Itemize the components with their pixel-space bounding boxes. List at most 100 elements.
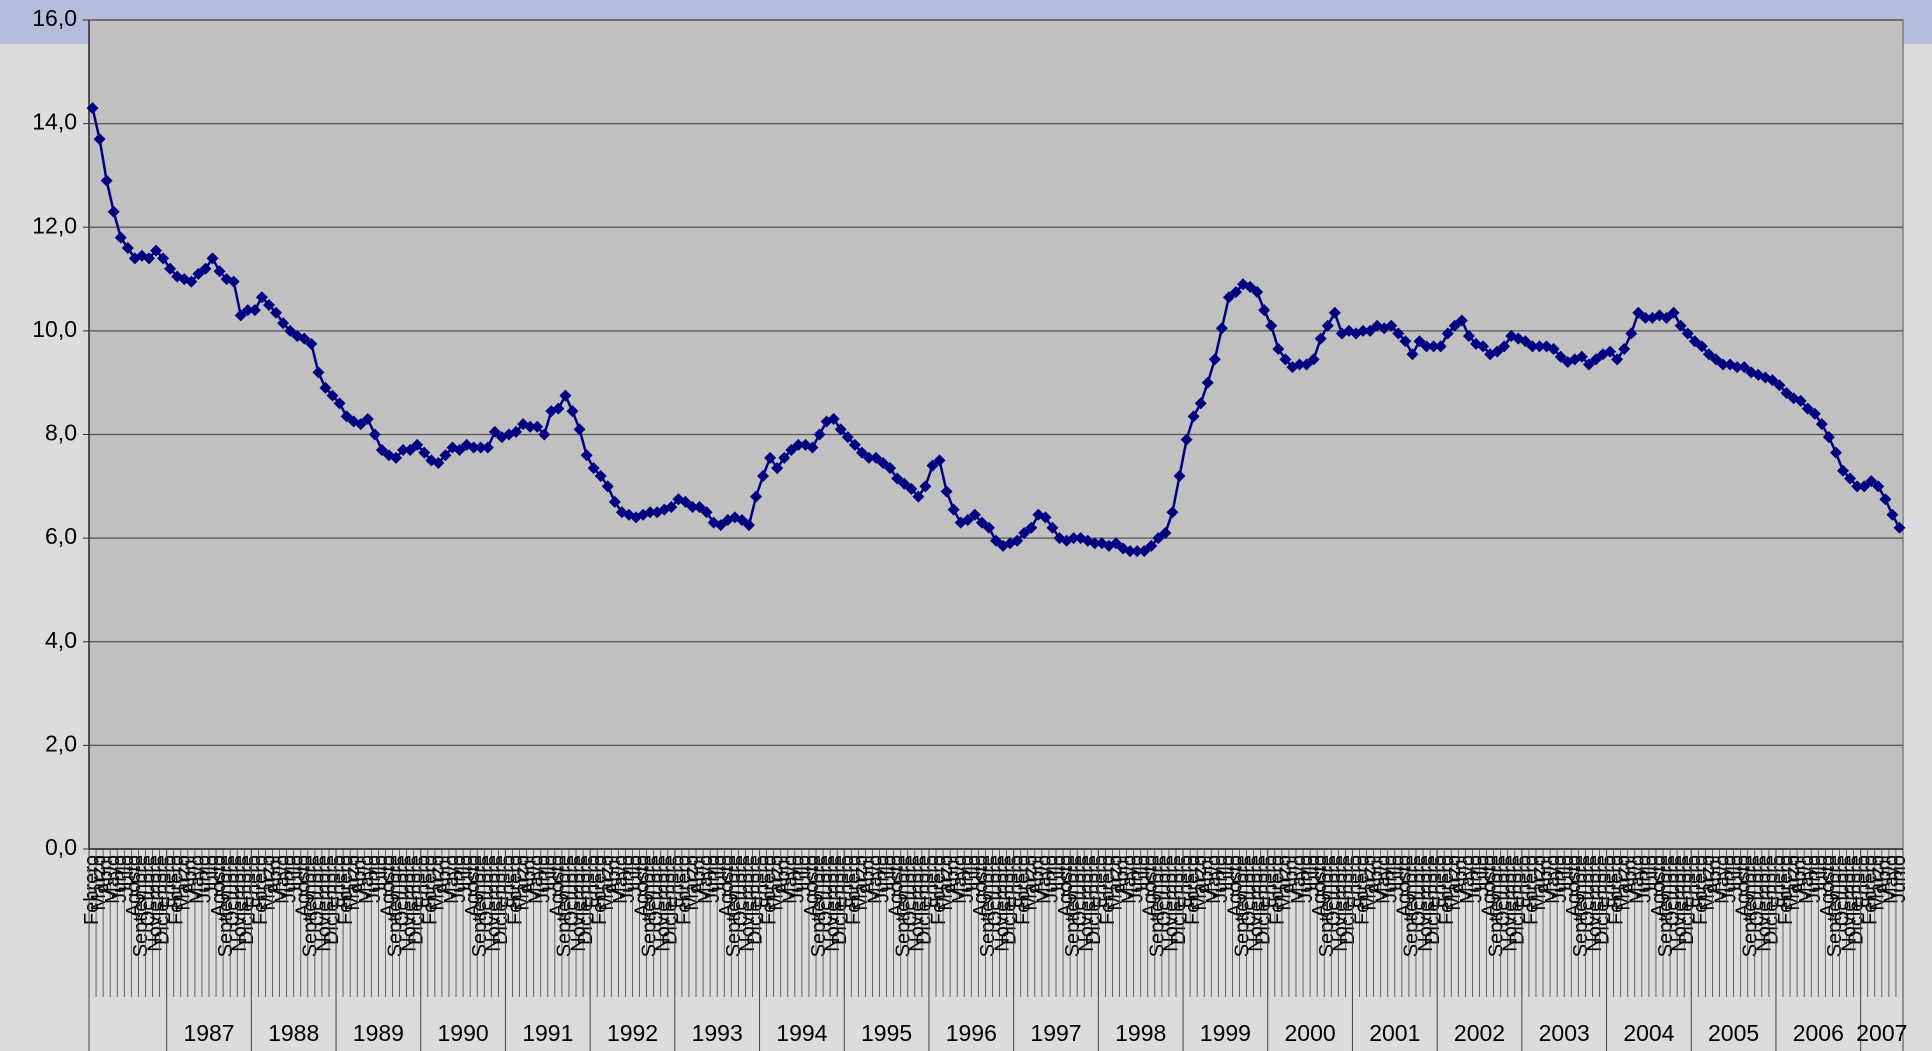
x-tick-label: Marzo bbox=[88, 855, 110, 911]
marker bbox=[1272, 343, 1285, 356]
x-tick-label: Diciembre bbox=[1083, 855, 1105, 945]
x-tick-label: Marzo bbox=[1443, 855, 1465, 911]
marker bbox=[933, 454, 946, 467]
marker bbox=[947, 503, 960, 516]
y-tick-label: 10,0 bbox=[32, 316, 77, 342]
x-tick-label: Septiembre bbox=[1401, 855, 1423, 957]
marker bbox=[686, 501, 699, 514]
x-tick-label: Mayo bbox=[1711, 855, 1733, 904]
marker bbox=[1582, 358, 1595, 371]
x-tick-label: Julio bbox=[1133, 855, 1155, 896]
year-label: 1999 bbox=[1200, 1020, 1251, 1046]
x-tick-label: Junio bbox=[533, 855, 555, 903]
marker bbox=[644, 506, 657, 519]
marker bbox=[1851, 480, 1864, 493]
x-tick-label: Febrero bbox=[81, 855, 103, 925]
x-tick-label: Agosto bbox=[1478, 855, 1500, 917]
x-tick-label: Julio bbox=[1725, 855, 1747, 896]
x-tick-label: Agosto bbox=[1563, 855, 1585, 917]
marker bbox=[877, 456, 890, 469]
x-tick-label: Junio bbox=[1549, 855, 1571, 903]
marker bbox=[1865, 475, 1878, 488]
x-tick-label: Febrero bbox=[166, 855, 188, 925]
marker bbox=[474, 441, 487, 454]
x-tick-label: Febrero bbox=[758, 855, 780, 925]
x-tick-label: Junio bbox=[1803, 855, 1825, 903]
marker bbox=[1046, 521, 1059, 534]
marker bbox=[107, 205, 120, 218]
marker bbox=[1131, 545, 1144, 558]
x-tick-label: Marzo bbox=[765, 855, 787, 911]
x-tick-label: Diciembre bbox=[914, 855, 936, 945]
marker bbox=[1173, 469, 1186, 482]
marker bbox=[764, 451, 777, 464]
x-tick-label: Junio bbox=[871, 855, 893, 903]
x-tick-label: Octubre bbox=[137, 855, 159, 926]
x-tick-label: Marzo bbox=[427, 855, 449, 911]
x-tick-label: Febrero bbox=[1605, 855, 1627, 925]
marker bbox=[1229, 286, 1242, 299]
marker bbox=[248, 304, 261, 317]
x-tick-label: Octubre bbox=[1408, 855, 1430, 926]
x-tick-label: Octubre bbox=[730, 855, 752, 926]
marker bbox=[1434, 340, 1447, 353]
year-label: 2007 bbox=[1856, 1020, 1907, 1046]
marker bbox=[502, 428, 515, 441]
x-tick-label: Diciembre bbox=[405, 855, 427, 945]
marker bbox=[1258, 304, 1271, 317]
x-tick-label: Julio bbox=[1556, 855, 1578, 896]
x-tick-label: Agosto bbox=[377, 855, 399, 917]
x-tick-label: Junio bbox=[1888, 855, 1910, 903]
x-tick-label: Mayo bbox=[187, 855, 209, 904]
x-tick-label: Junio bbox=[363, 855, 385, 903]
marker bbox=[912, 490, 925, 503]
x-tick-label: Octubre bbox=[1577, 855, 1599, 926]
x-tick-label: Diciembre bbox=[1591, 855, 1613, 945]
marker bbox=[1625, 327, 1638, 340]
x-tick-label: Enero bbox=[158, 855, 180, 908]
x-tick-label: Mayo bbox=[1372, 855, 1394, 904]
marker bbox=[1166, 506, 1179, 519]
x-tick-label: Mayo bbox=[441, 855, 463, 904]
marker bbox=[1244, 280, 1257, 293]
x-tick-label: Octubre bbox=[222, 855, 244, 926]
x-tick-label: Julio bbox=[201, 855, 223, 896]
marker bbox=[1766, 374, 1779, 387]
x-tick-label: Enero bbox=[497, 855, 519, 908]
x-tick-label: Enero bbox=[1598, 855, 1620, 908]
x-tick-label: Mayo bbox=[610, 855, 632, 904]
x-tick-label: Diciembre bbox=[998, 855, 1020, 945]
x-tick-label: Noviembre bbox=[1584, 855, 1606, 952]
x-tick-label: Agosto bbox=[885, 855, 907, 917]
marker bbox=[1604, 345, 1617, 358]
marker bbox=[100, 174, 113, 187]
x-tick-label: Enero bbox=[1090, 855, 1112, 908]
marker bbox=[467, 441, 480, 454]
x-tick-label: Febrero bbox=[1436, 855, 1458, 925]
x-tick-label: Julio bbox=[455, 855, 477, 896]
marker bbox=[679, 495, 692, 508]
marker bbox=[848, 438, 861, 451]
y-tick-label: 4,0 bbox=[45, 627, 77, 653]
marker bbox=[135, 249, 148, 262]
x-tick-label: Octubre bbox=[645, 855, 667, 926]
x-tick-label: Enero bbox=[1514, 855, 1536, 908]
marker bbox=[397, 444, 410, 457]
x-tick-label: Marzo bbox=[850, 855, 872, 911]
x-tick-label: Marzo bbox=[1104, 855, 1126, 911]
marker bbox=[1455, 314, 1468, 327]
x-tick-label: Enero bbox=[1260, 855, 1282, 908]
marker bbox=[1837, 464, 1850, 477]
x-tick-label: Septiembre bbox=[808, 855, 830, 957]
marker bbox=[234, 309, 247, 322]
marker bbox=[1427, 340, 1440, 353]
year-label: 1996 bbox=[946, 1020, 997, 1046]
y-tick-label: 16,0 bbox=[32, 5, 77, 31]
x-tick-label: Marzo bbox=[681, 855, 703, 911]
marker bbox=[608, 495, 621, 508]
marker bbox=[142, 252, 155, 265]
marker bbox=[1822, 431, 1835, 444]
x-tick-label: Abril bbox=[773, 855, 795, 895]
marker bbox=[1279, 353, 1292, 366]
